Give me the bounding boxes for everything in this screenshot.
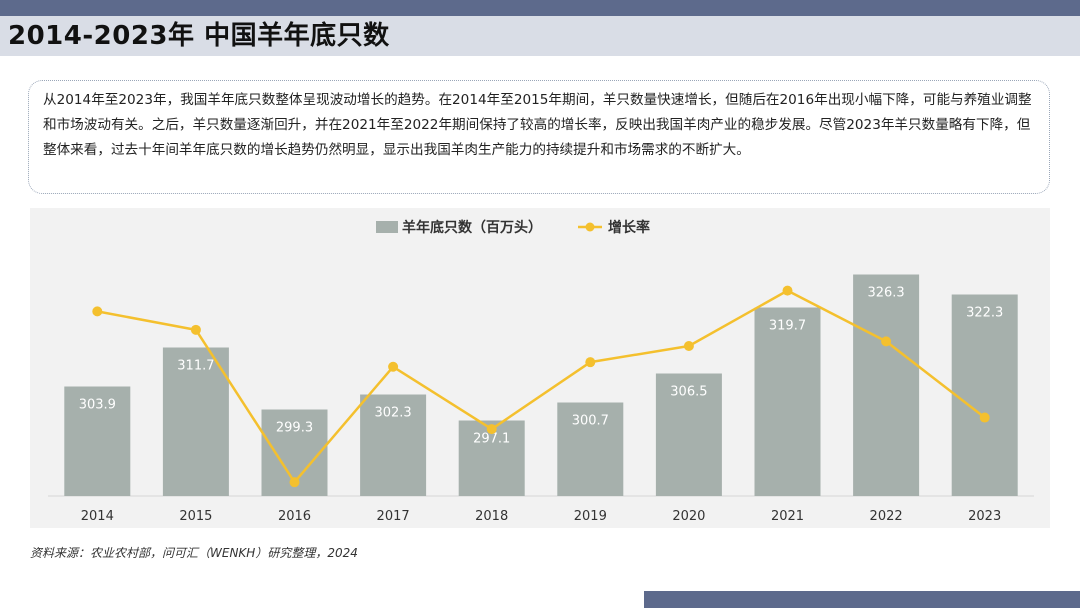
x-tick-label: 2017 [377,509,410,524]
bar-value-label: 302.3 [374,406,411,421]
bar [754,307,821,496]
legend-bar-label: 羊年底只数（百万头） [402,219,542,236]
bar-value-label: 297.1 [473,432,510,447]
bar [162,347,229,496]
growth-rate-point [190,324,201,335]
bar-value-label: 303.9 [79,398,116,413]
growth-rate-point [782,285,793,296]
x-tick-label: 2018 [475,509,508,524]
growth-rate-point [979,412,990,423]
legend-bar-swatch [376,221,398,233]
x-tick-label: 2015 [179,509,212,524]
bar [951,294,1018,496]
bar [557,402,624,496]
bar-value-label: 311.7 [177,359,214,374]
footer-band [644,591,1080,608]
growth-rate-point [881,336,892,347]
bar-value-label: 299.3 [276,421,313,436]
chart-panel: 303.9 311.7 299.3 302.3 297.1 300.7 306.5 319.7… [30,208,1050,528]
x-tick-label: 2022 [870,509,903,524]
x-tick-label: 2021 [771,509,804,524]
combo-chart: 303.9 311.7 299.3 302.3 297.1 300.7 306.5 319.7… [48,219,1034,524]
x-tick-label: 2020 [672,509,705,524]
growth-rate-point [92,306,103,317]
summary-text: 从2014年至2023年，我国羊年底只数整体呈现波动增长的趋势。在2014年至2… [43,92,1032,158]
bar [655,373,722,496]
bar [360,394,427,496]
legend-line-marker [585,222,595,232]
bar-value-label: 326.3 [867,286,904,301]
bar [64,386,131,496]
bar-value-label: 300.7 [572,414,609,429]
growth-rate-line [97,289,986,484]
bar-value-label: 322.3 [966,306,1003,321]
growth-rate-point [585,357,596,368]
legend-line-label: 增长率 [608,219,650,236]
x-tick-label: 2016 [278,509,311,524]
x-tick-label: 2019 [574,509,607,524]
header-band [0,0,1080,16]
growth-rate-point [486,424,497,435]
source-note: 资料来源：农业农村部，问可汇（WENKH）研究整理，2024 [30,546,358,560]
page-title: 2014-2023年 中国羊年底只数 [8,21,390,51]
x-tick-label: 2014 [81,509,114,524]
bar-value-label: 319.7 [769,319,806,334]
growth-rate-point [289,477,300,488]
summary-box: 从2014年至2023年，我国羊年底只数整体呈现波动增长的趋势。在2014年至2… [28,80,1050,194]
x-tick-label: 2023 [968,509,1001,524]
bar [853,274,920,496]
growth-rate-point [388,361,399,372]
title-band [0,16,1080,56]
growth-rate-point [683,341,694,351]
bar-value-label: 306.5 [670,385,707,400]
